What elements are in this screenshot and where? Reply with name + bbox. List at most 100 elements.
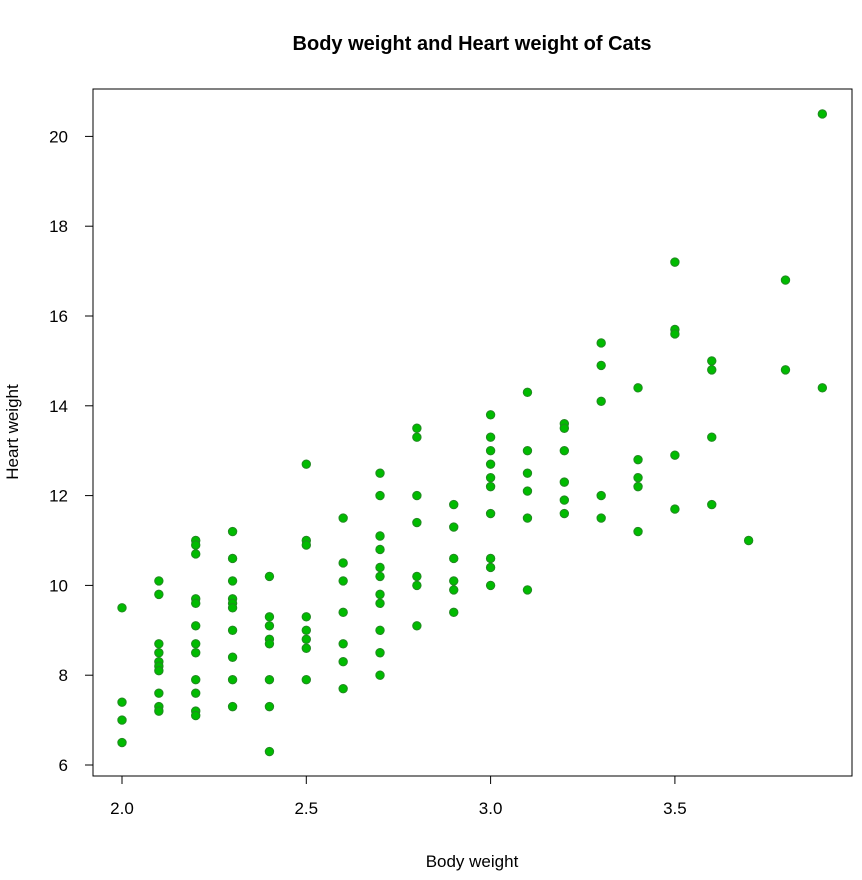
data-point: [485, 446, 496, 456]
data-point: [596, 338, 606, 348]
x-axis-label: Body weight: [426, 852, 519, 871]
data-point: [670, 450, 680, 460]
data-point: [780, 365, 791, 375]
x-tick-label: 3.5: [663, 799, 687, 818]
data-point: [449, 553, 459, 564]
data-point: [191, 639, 201, 649]
y-tick-label: 12: [49, 487, 68, 506]
data-point: [227, 625, 238, 635]
data-point: [412, 490, 422, 501]
data-point: [338, 513, 348, 523]
data-point: [707, 356, 717, 366]
data-point: [154, 666, 164, 676]
data-point: [117, 697, 127, 707]
data-point: [412, 423, 422, 433]
data-point: [338, 639, 348, 649]
data-point: [633, 481, 643, 492]
data-point: [301, 625, 311, 635]
data-point: [559, 477, 570, 487]
data-point: [301, 634, 311, 644]
data-point: [449, 499, 459, 510]
data-point: [227, 603, 238, 613]
data-point: [191, 621, 201, 631]
data-point: [633, 526, 643, 537]
data-point: [633, 383, 643, 393]
data-point: [522, 585, 533, 595]
data-point: [375, 544, 385, 555]
data-point: [264, 701, 275, 712]
data-point: [227, 674, 238, 685]
data-point: [633, 472, 643, 483]
data-point: [485, 481, 496, 492]
plot-frame: [92, 88, 853, 777]
data-point: [375, 562, 385, 573]
data-point: [375, 531, 385, 541]
data-point: [522, 446, 533, 456]
data-point: [301, 674, 311, 685]
y-tick-label: 16: [49, 307, 68, 326]
data-point: [412, 580, 422, 591]
data-point: [412, 571, 422, 582]
data-point: [707, 432, 717, 442]
data-point: [301, 459, 311, 469]
data-point: [191, 648, 201, 658]
data-point: [154, 639, 164, 649]
data-point: [117, 715, 127, 725]
data-point: [559, 423, 570, 433]
data-point: [191, 598, 201, 609]
data-point: [485, 459, 496, 469]
data-point: [154, 576, 164, 586]
data-point: [522, 486, 533, 496]
data-point: [338, 607, 348, 618]
data-point: [707, 499, 717, 510]
data-point: [375, 490, 385, 501]
y-tick-label: 14: [49, 397, 68, 416]
data-point: [154, 706, 164, 716]
data-point: [596, 360, 606, 371]
y-tick-label: 8: [59, 666, 68, 685]
data-points: [117, 109, 828, 757]
data-point: [264, 571, 275, 582]
y-tick-label: 6: [59, 756, 68, 775]
data-point: [227, 526, 238, 537]
data-point: [412, 517, 422, 528]
data-point: [670, 329, 680, 339]
data-point: [301, 643, 311, 653]
data-point: [670, 504, 680, 514]
data-point: [596, 396, 606, 407]
data-point: [154, 589, 164, 600]
data-point: [191, 540, 201, 550]
data-point: [375, 589, 385, 600]
data-point: [412, 432, 422, 442]
data-point: [301, 612, 311, 622]
data-point: [264, 639, 275, 649]
data-point: [227, 652, 238, 662]
data-point: [633, 454, 643, 465]
y-axis-label: Heart weight: [3, 384, 22, 480]
data-point: [449, 522, 459, 532]
data-point: [375, 625, 385, 635]
data-point: [375, 670, 385, 680]
x-tick-label: 3.0: [479, 799, 503, 818]
data-point: [743, 535, 754, 546]
data-point: [375, 468, 385, 478]
data-point: [485, 508, 496, 519]
data-point: [264, 612, 275, 622]
data-point: [117, 603, 127, 613]
data-point: [191, 674, 201, 685]
data-point: [227, 576, 238, 586]
data-point: [191, 710, 201, 721]
data-point: [817, 383, 828, 393]
data-point: [522, 468, 533, 478]
x-tick-label: 2.0: [110, 799, 134, 818]
data-point: [375, 571, 385, 582]
data-point: [301, 540, 311, 550]
data-point: [338, 657, 348, 667]
data-point: [191, 688, 201, 698]
data-point: [264, 746, 275, 757]
data-point: [670, 257, 680, 267]
data-point: [559, 446, 570, 456]
data-point: [449, 585, 459, 595]
y-axis: 6 8 10 12 14 16 18 20: [49, 127, 94, 775]
data-point: [485, 562, 496, 573]
